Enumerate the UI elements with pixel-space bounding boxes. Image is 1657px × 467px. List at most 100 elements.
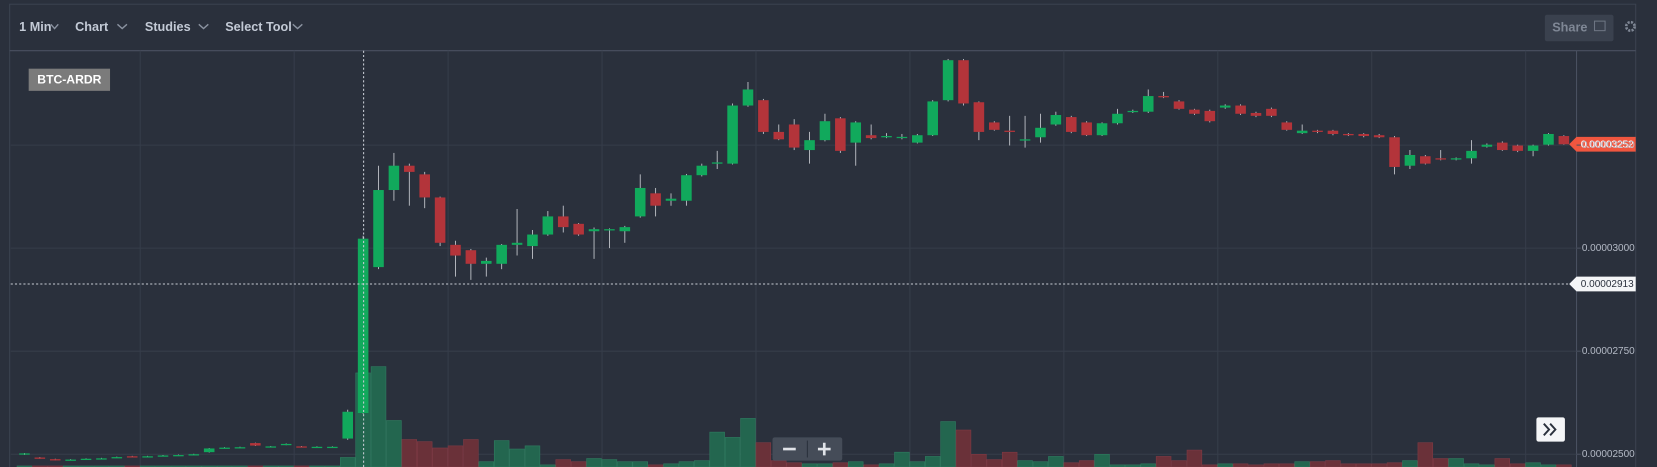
- volume-bar: [1494, 458, 1511, 467]
- candle-body: [1189, 109, 1200, 114]
- candle-body: [835, 118, 846, 151]
- volume-bar: [124, 465, 140, 467]
- chevron: [292, 23, 303, 30]
- candle-body: [80, 458, 92, 461]
- candle-body: [788, 124, 800, 148]
- volume-bar: [1032, 461, 1049, 467]
- volume-bar: [401, 439, 418, 467]
- candle-body: [1004, 130, 1015, 132]
- crosshair-price-label: 0.00002913: [1581, 279, 1634, 290]
- candle-body: [773, 131, 785, 140]
- candle-body: [1543, 133, 1554, 145]
- volume-bar: [1202, 464, 1218, 467]
- volume-bar: [1094, 454, 1110, 467]
- volume-bar: [663, 463, 679, 467]
- volume-bar: [324, 465, 341, 467]
- volume-bar: [555, 459, 571, 467]
- volume-bar: [848, 461, 864, 467]
- candle-body: [1127, 110, 1139, 113]
- candle-body: [465, 250, 477, 264]
- candle-body: [342, 411, 354, 439]
- candle-body: [1081, 122, 1092, 136]
- last-price-tag: [1569, 136, 1636, 152]
- volume-bar: [678, 461, 695, 467]
- candle-body: [1112, 113, 1123, 124]
- interval-menu[interactable]: 1 Min: [19, 20, 51, 34]
- candle-body: [234, 447, 246, 449]
- volume-bar: [1463, 463, 1480, 467]
- y-tick-label: 0.00002500: [1582, 449, 1635, 460]
- candle-body: [1512, 145, 1523, 151]
- volume-bar: [786, 462, 802, 467]
- candle-body: [219, 447, 230, 449]
- candle-body: [1358, 133, 1370, 137]
- candle-body: [1373, 135, 1385, 138]
- volume-bar: [1232, 463, 1249, 467]
- candle-body: [989, 122, 1000, 130]
- volume-bar: [16, 465, 33, 467]
- candle-body: [419, 174, 430, 198]
- candle-body: [111, 457, 123, 459]
- candle-body: [1235, 105, 1246, 114]
- settings-icon[interactable]: [1624, 20, 1636, 32]
- volume-bar: [1540, 464, 1557, 467]
- volume-bar: [617, 461, 633, 467]
- chart-menu[interactable]: Chart: [75, 20, 109, 34]
- volume-bar: [186, 465, 202, 467]
- volume-bar: [1325, 460, 1341, 467]
- share-icon: [1593, 20, 1606, 32]
- volume-bar: [340, 457, 356, 467]
- candle-body: [1281, 122, 1293, 130]
- candle-body: [280, 443, 292, 446]
- candle-body: [696, 165, 708, 176]
- volume-bar: [432, 447, 448, 467]
- chevron: [198, 23, 209, 30]
- candle-body: [973, 102, 985, 132]
- volume-bar: [309, 465, 325, 467]
- candle-body: [1035, 127, 1046, 138]
- volume-bar: [478, 461, 494, 467]
- y-tick-label: 0.00003000: [1582, 243, 1635, 254]
- volume-bar: [971, 454, 987, 467]
- studies-menu[interactable]: Studies: [145, 20, 191, 34]
- volume-bar: [771, 460, 787, 467]
- volume-bar: [986, 459, 1002, 467]
- volume-bar: [1525, 462, 1541, 467]
- volume-bar: [1448, 458, 1464, 467]
- candle-body: [1219, 105, 1231, 108]
- candle-body: [404, 165, 415, 172]
- candle-body: [619, 227, 631, 232]
- zoom-in[interactable]: [817, 442, 831, 456]
- select-tool-menu[interactable]: Select Tool: [225, 20, 292, 34]
- candle-body: [173, 455, 184, 457]
- candle-body: [126, 456, 138, 458]
- volume-bar: [1063, 462, 1079, 467]
- volume-bar: [509, 448, 525, 467]
- candle-body: [942, 60, 954, 101]
- candle-body: [742, 89, 754, 106]
- candle-body: [1050, 115, 1062, 125]
- candle-body: [557, 216, 569, 228]
- volume-bar: [278, 465, 294, 467]
- volume-bar: [540, 464, 556, 467]
- volume-bar: [878, 463, 895, 467]
- candle-body: [650, 193, 661, 206]
- candle-body: [1065, 117, 1077, 132]
- last-price-label: 0.00003252: [1581, 139, 1634, 150]
- candle-body: [450, 244, 461, 256]
- candle-body: [327, 446, 338, 449]
- candle-body: [1142, 96, 1154, 112]
- candle-body: [912, 135, 923, 143]
- volume-bar: [1248, 464, 1264, 467]
- candle-body: [296, 446, 307, 448]
- candle-body: [157, 455, 169, 457]
- volume-bar: [586, 458, 602, 467]
- volume-bar: [1556, 464, 1572, 467]
- candle-body: [1173, 101, 1185, 109]
- volume-bar: [170, 465, 187, 467]
- candle-body: [480, 260, 492, 264]
- volume-bar: [447, 445, 464, 467]
- volume-bar: [955, 429, 972, 467]
- scroll-latest-button[interactable]: [1536, 417, 1565, 442]
